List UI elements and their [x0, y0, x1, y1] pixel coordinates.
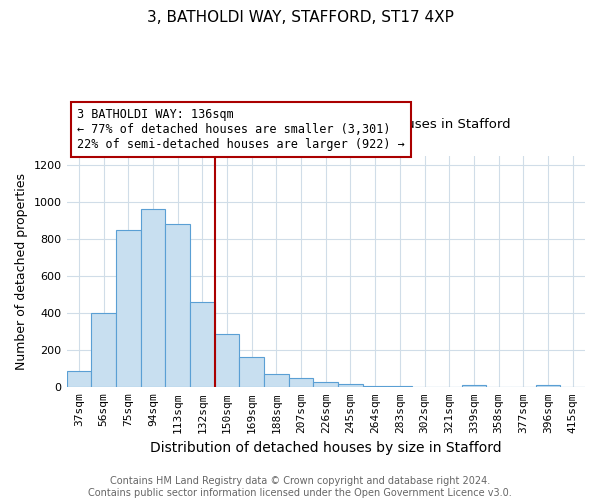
Bar	[388, 386, 412, 388]
Text: Contains HM Land Registry data © Crown copyright and database right 2024.
Contai: Contains HM Land Registry data © Crown c…	[88, 476, 512, 498]
Bar	[91, 313, 116, 388]
Bar	[190, 302, 215, 388]
Bar	[239, 356, 264, 388]
Bar	[140, 210, 165, 388]
Bar	[536, 384, 560, 388]
Text: 3 BATHOLDI WAY: 136sqm
← 77% of detached houses are smaller (3,301)
22% of semi-: 3 BATHOLDI WAY: 136sqm ← 77% of detached…	[77, 108, 404, 151]
Bar	[165, 224, 190, 388]
Text: 3, BATHOLDI WAY, STAFFORD, ST17 4XP: 3, BATHOLDI WAY, STAFFORD, ST17 4XP	[146, 10, 454, 25]
Bar	[486, 386, 511, 388]
Bar	[215, 334, 239, 388]
Bar	[116, 230, 140, 388]
X-axis label: Distribution of detached houses by size in Stafford: Distribution of detached houses by size …	[150, 441, 502, 455]
Y-axis label: Number of detached properties: Number of detached properties	[15, 173, 28, 370]
Bar	[461, 386, 486, 388]
Bar	[289, 378, 313, 388]
Bar	[67, 370, 91, 388]
Bar	[264, 374, 289, 388]
Title: Size of property relative to detached houses in Stafford: Size of property relative to detached ho…	[140, 118, 511, 131]
Bar	[338, 384, 363, 388]
Bar	[313, 382, 338, 388]
Bar	[363, 386, 388, 388]
Bar	[412, 386, 437, 388]
